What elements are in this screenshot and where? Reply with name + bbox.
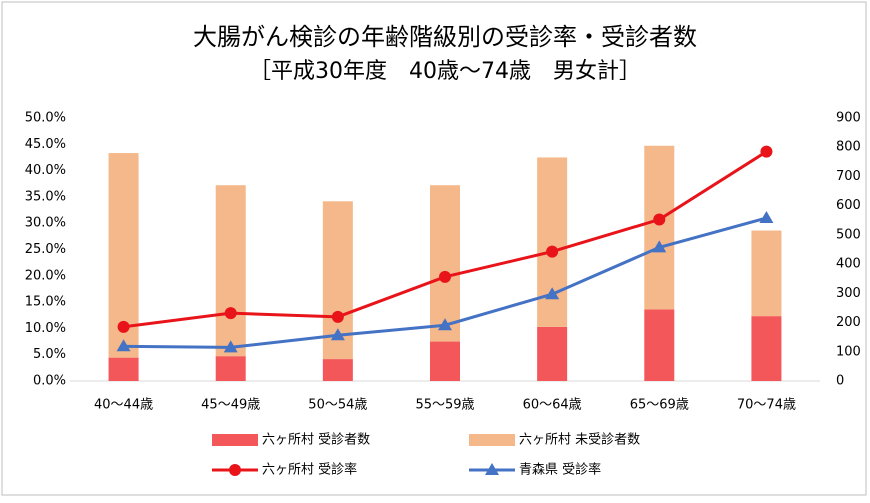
bar [430, 341, 460, 381]
marker [652, 240, 667, 253]
marker [653, 213, 666, 226]
marker [224, 307, 237, 320]
legend-marker [485, 463, 499, 475]
y2-tick-label: 100 [836, 344, 861, 359]
chart-subtitle: ［平成30年度 40歳～74歳 男女計］ [249, 59, 641, 84]
marker [439, 270, 451, 283]
y-tick-label: 30.0% [25, 216, 66, 231]
marker [546, 245, 559, 258]
x-tick-label: 65～69歳 [630, 398, 689, 413]
x-tick-label: 60～64歳 [523, 398, 582, 413]
x-tick-label: 70～74歳 [737, 398, 796, 413]
y-tick-label: 45.0% [25, 137, 66, 152]
x-tick-label: 55～59歳 [415, 398, 474, 413]
bar [751, 230, 782, 317]
bar [108, 357, 139, 381]
y2-tick-label: 400 [836, 257, 861, 272]
y-tick-label: 10.0% [25, 321, 66, 336]
bar [537, 157, 568, 327]
y2-tick-label: 0 [836, 374, 844, 389]
marker [117, 320, 130, 333]
legend-label: 六ヶ所村 受診者数 [262, 432, 370, 448]
y-tick-label: 50.0% [25, 111, 66, 126]
marker [760, 145, 773, 158]
x-tick-label: 50～54歳 [308, 398, 367, 413]
marker [438, 318, 452, 331]
y2-tick-label: 600 [836, 198, 861, 213]
y-tick-label: 35.0% [25, 189, 66, 204]
bar [430, 185, 460, 342]
y2-tick-label: 300 [836, 286, 861, 301]
y-tick-label: 5.0% [33, 347, 66, 362]
bar [644, 145, 675, 310]
bar [644, 309, 675, 381]
y-tick-label: 0.0% [33, 374, 66, 389]
legend-label: 青森県 受診率 [519, 462, 601, 478]
bar [751, 316, 782, 381]
bar [322, 359, 353, 381]
bar [537, 326, 568, 381]
legend-swatch [212, 434, 258, 446]
x-tick-label: 45～49歳 [201, 398, 260, 413]
marker [331, 310, 344, 323]
marker [223, 340, 238, 353]
y2-tick-label: 500 [836, 227, 861, 242]
bar [215, 185, 246, 357]
marker [330, 328, 345, 341]
y-tick-label: 25.0% [25, 242, 66, 257]
y-tick-label: 40.0% [25, 163, 66, 178]
y2-tick-label: 800 [836, 140, 861, 155]
y2-tick-label: 900 [836, 111, 861, 126]
y2-tick-label: 700 [836, 169, 861, 184]
y2-tick-label: 200 [836, 315, 861, 330]
marker [759, 210, 774, 223]
marker [116, 339, 131, 352]
y-tick-label: 20.0% [25, 268, 66, 283]
legend-marker [229, 464, 241, 476]
legend-swatch [469, 434, 515, 446]
legend-label: 六ヶ所村 受診率 [262, 462, 357, 478]
bar [215, 356, 246, 381]
legend-label: 六ヶ所村 未受診者数 [519, 432, 640, 448]
y-tick-label: 15.0% [25, 295, 66, 310]
x-tick-label: 40～44歳 [94, 398, 153, 413]
marker [545, 287, 560, 300]
chart-title: 大腸がん検診の年齢階級別の受診率・受診者数 [193, 23, 697, 51]
